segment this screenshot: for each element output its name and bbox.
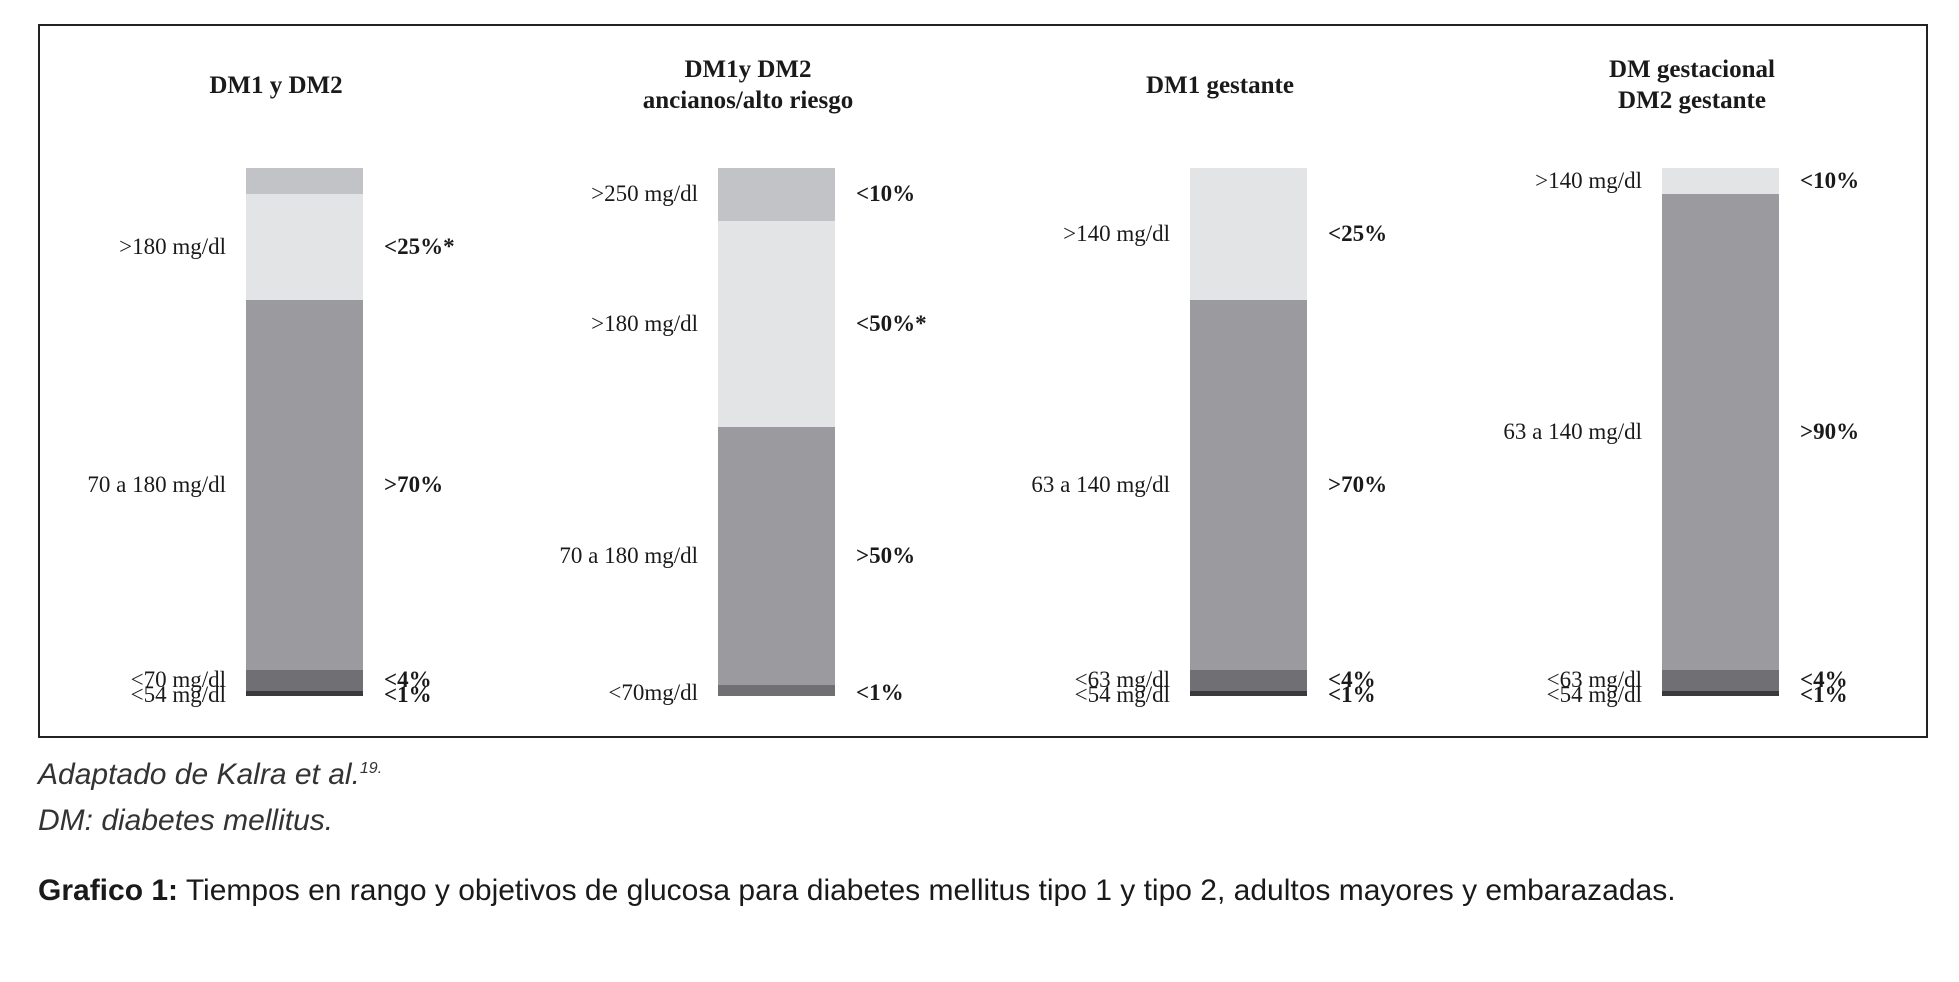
target-label: >90% xyxy=(1800,419,1860,444)
target-label: <4% xyxy=(1328,667,1376,693)
source-note: Adaptado de Kalra et al.19. DM: diabetes… xyxy=(38,752,382,844)
target-label: <10% xyxy=(1800,168,1860,194)
range-label: >180 mg/dl xyxy=(119,234,226,260)
bar-segment-high xyxy=(1662,168,1779,195)
panel-title: DM1 gestante xyxy=(984,70,1456,101)
stacked-bar xyxy=(1662,168,1779,696)
range-label: <54 mg/dl xyxy=(130,682,226,708)
range-label: >180 mg/dl xyxy=(591,310,698,336)
bar-segment-in-range xyxy=(1662,194,1779,670)
bar-segment-high xyxy=(246,194,363,300)
chart-panel: DM1 y DM2 >180 mg/dl <25%* 70 a 180 mg/dl >7… xyxy=(40,26,512,736)
abbreviation-line: DM: diabetes mellitus. xyxy=(38,804,334,837)
panel-title-line: DM1y DM2 xyxy=(684,56,812,83)
range-label: >250 mg/dl xyxy=(591,181,698,207)
panel-title-line: DM1 y DM2 xyxy=(209,72,343,99)
bar-segment-low xyxy=(718,685,835,696)
target-label: <50%* xyxy=(856,310,927,336)
bar-segment-high xyxy=(718,220,835,427)
panel-title: DM1 y DM2 xyxy=(40,70,512,101)
range-label: <54 mg/dl xyxy=(1074,682,1170,708)
bar-segment-very-low xyxy=(246,690,363,696)
range-label: 63 a 140 mg/dl xyxy=(1031,471,1170,497)
range-label: <70 mg/dl xyxy=(130,667,226,693)
target-label: <1% xyxy=(384,682,432,708)
stacked-bar xyxy=(1190,168,1307,696)
range-label: 70 a 180 mg/dl xyxy=(87,471,226,497)
panel-title-line: ancianos/alto riesgo xyxy=(642,87,854,114)
chart-panel: DM1 gestante >140 mg/dl <25% 63 a 140 mg/dl… xyxy=(984,26,1456,736)
chart-panel: DM1y DM2 ancianos/alto riesgo >250 mg/dl <1… xyxy=(512,26,984,736)
source-line: Adaptado de Kalra et al.19. xyxy=(38,752,382,798)
bar-segment-low xyxy=(1190,669,1307,691)
panel-title-line: DM1 gestante xyxy=(1146,72,1294,99)
bar-segment-very-low xyxy=(1190,690,1307,696)
caption-text: Tiempos en rango y objetivos de glucosa … xyxy=(178,874,1676,907)
source-reference: 19. xyxy=(359,760,383,777)
chart-frame: DM1 y DM2 >180 mg/dl <25%* 70 a 180 mg/dl >7… xyxy=(38,24,1928,738)
bar-segment-in-range xyxy=(718,426,835,686)
bar-segment-very-low xyxy=(1662,690,1779,696)
target-label: >70% xyxy=(1328,471,1388,497)
panel-title-line: DM2 gestante xyxy=(1618,87,1766,114)
bar-segment-low xyxy=(246,669,363,691)
bar-segment-very-high xyxy=(246,168,363,195)
panel-title: DM gestacional DM2 gestante xyxy=(1456,54,1928,116)
target-label: <1% xyxy=(1328,682,1376,708)
bar-segment-in-range xyxy=(246,300,363,670)
target-label: <25%* xyxy=(384,234,455,260)
panel-title-line: DM gestacional xyxy=(1609,56,1775,83)
panel-title: DM1y DM2 ancianos/alto riesgo xyxy=(512,54,984,116)
target-label: >70% xyxy=(384,471,444,497)
range-label: <63 mg/dl xyxy=(1546,667,1642,693)
bar-segment-high xyxy=(1190,168,1307,300)
stacked-bar xyxy=(246,168,363,696)
range-label: <54 mg/dl xyxy=(1546,682,1642,708)
stacked-bar xyxy=(718,168,835,696)
bar-segment-in-range xyxy=(1190,300,1307,670)
source-text: Adaptado de Kalra et al. xyxy=(38,758,360,791)
target-label: >50% xyxy=(856,543,916,569)
range-label: 70 a 180 mg/dl xyxy=(559,543,698,569)
bar-segment-low xyxy=(1662,669,1779,691)
range-label: <70mg/dl xyxy=(608,679,698,705)
bar-segment-very-high xyxy=(718,168,835,221)
range-label: >140 mg/dl xyxy=(1535,168,1642,194)
figure-caption: Grafico 1: Tiempos en rango y objetivos … xyxy=(38,868,1758,913)
range-label: <63 mg/dl xyxy=(1074,667,1170,693)
target-label: <4% xyxy=(384,667,432,693)
chart-panel: DM gestacional DM2 gestante >140 mg/dl <10%… xyxy=(1456,26,1928,736)
target-label: <25% xyxy=(1328,221,1388,246)
target-label: <1% xyxy=(1800,682,1848,708)
target-label: <1% xyxy=(856,679,904,705)
target-label: <4% xyxy=(1800,667,1848,693)
caption-label: Grafico 1: xyxy=(38,874,179,907)
range-label: >140 mg/dl xyxy=(1063,221,1170,246)
target-label: <10% xyxy=(856,181,916,207)
range-label: 63 a 140 mg/dl xyxy=(1503,419,1642,444)
